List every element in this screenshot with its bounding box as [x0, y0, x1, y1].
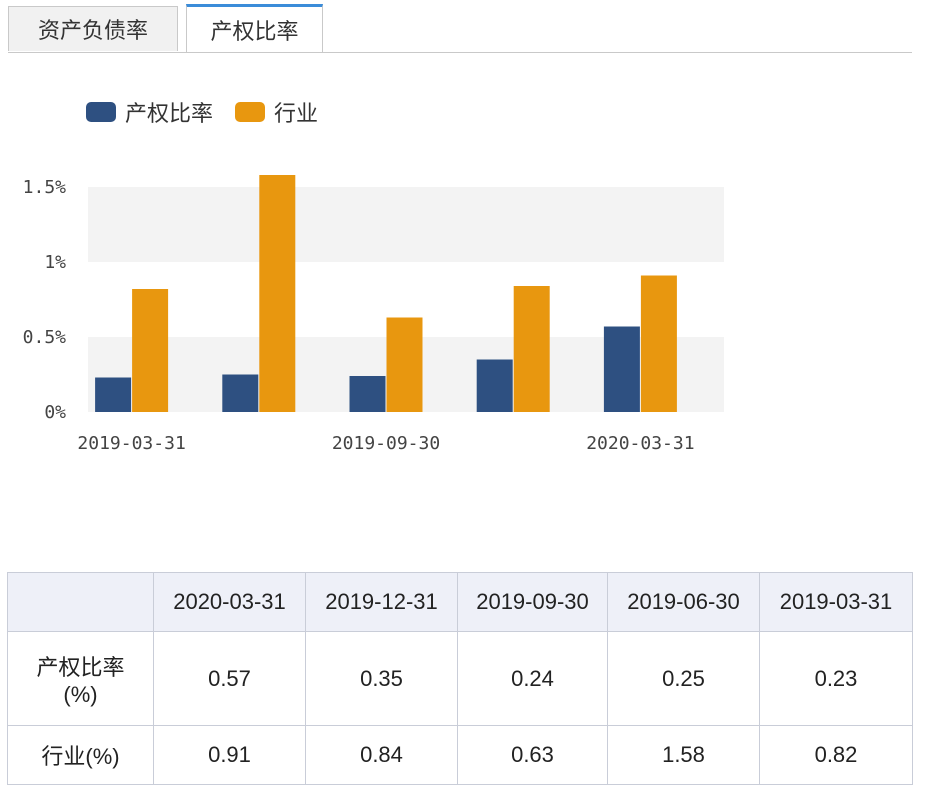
row-label-line: 产权比率: [36, 654, 125, 680]
legend-label-equity-ratio: 产权比率: [125, 102, 214, 127]
bar-chart: 0% 0.5% 1% 1.5% 2019-03-31 2019-09-30 2020-03-…: [23, 175, 724, 454]
x-tick-label: 2019-09-30: [332, 433, 440, 454]
tab-debt-ratio[interactable]: 资产负债率: [8, 6, 178, 51]
bar-equity-ratio: [476, 359, 513, 412]
row-label-line: (%): [63, 681, 98, 707]
table-header-cell: 2019-03-31: [759, 572, 913, 632]
bar-industry: [513, 286, 550, 412]
y-tick-label: 1.5%: [23, 177, 67, 198]
legend-label-industry: 行业: [274, 102, 319, 127]
y-tick-label: 1%: [44, 252, 66, 273]
legend-swatch-equity-ratio: [86, 102, 116, 122]
table-cell: 1.58: [607, 725, 760, 785]
y-tick-label: 0.5%: [23, 327, 67, 348]
x-tick-label: 2020-03-31: [586, 433, 694, 454]
x-tick-label: 2019-03-31: [77, 433, 185, 454]
table-cell: 0.84: [305, 725, 458, 785]
chart-legend: 产权比率 行业: [86, 96, 340, 128]
legend-swatch-industry: [235, 102, 266, 122]
table-cell: 0.35: [305, 631, 458, 726]
table-cell: 0.63: [457, 725, 608, 785]
y-tick-label: 0%: [44, 402, 66, 423]
table-header-cell: 2019-12-31: [305, 572, 458, 632]
grid-band: [88, 187, 724, 262]
tab-equity-ratio[interactable]: 产权比率: [186, 4, 323, 52]
bar-equity-ratio: [349, 376, 386, 412]
table-header-cell: 2019-06-30: [607, 572, 760, 632]
table-cell: 0.23: [759, 631, 913, 726]
bar-industry: [259, 175, 296, 412]
bar-equity-ratio: [95, 377, 132, 412]
data-table: 2020-03-31 2019-12-31 2019-09-30 2019-06…: [7, 572, 913, 785]
table-cell: 0.57: [153, 631, 306, 726]
bar-equity-ratio: [603, 326, 640, 412]
tab-bar: 资产负债率 产权比率: [8, 0, 912, 53]
table-cell: 0.24: [457, 631, 608, 726]
bar-industry: [386, 317, 423, 412]
table-header-cell: 2019-09-30: [457, 572, 608, 632]
table-corner-cell: [7, 572, 154, 632]
table-header-row: 2020-03-31 2019-12-31 2019-09-30 2019-06…: [7, 572, 913, 632]
table-cell: 0.82: [759, 725, 913, 785]
legend-item-equity-ratio[interactable]: 产权比率: [86, 96, 213, 128]
row-label: 行业(%): [7, 725, 154, 785]
bar-equity-ratio: [222, 374, 259, 412]
table-cell: 0.91: [153, 725, 306, 785]
row-label: 产权比率 (%): [7, 631, 154, 726]
bar-industry: [640, 275, 677, 412]
table-cell: 0.25: [607, 631, 760, 726]
table-header-cell: 2020-03-31: [153, 572, 306, 632]
table-row: 产权比率 (%) 0.57 0.35 0.24 0.25 0.23: [7, 631, 913, 726]
table-row: 行业(%) 0.91 0.84 0.63 1.58 0.82: [7, 725, 913, 785]
legend-item-industry[interactable]: 行业: [235, 96, 318, 128]
bar-industry: [132, 289, 169, 412]
